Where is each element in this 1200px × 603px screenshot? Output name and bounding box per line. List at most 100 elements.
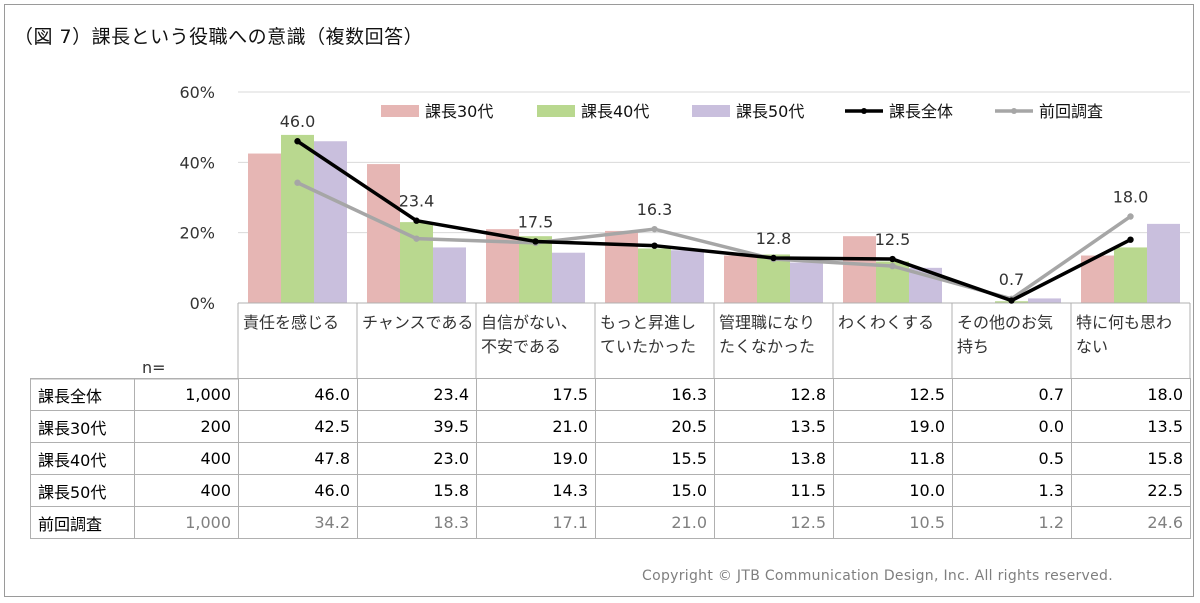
row-header: 課長50代 [30,474,135,507]
category-label: たくなかった [719,337,815,356]
table-row: 前回調査 1,000 34.2 18.3 17.1 21.0 12.5 10.5 1.2 24.6 [30,506,1191,539]
category-label: 責任を感じる [243,313,339,332]
value-cell: 14.3 [476,474,596,507]
value-cell: 0.7 [952,378,1072,411]
category-label: 特に何も思わ [1076,313,1172,332]
data-table-body: 課長全体 1,000 46.0 23.4 17.5 16.3 12.8 12.5 0.7 18.0… [30,378,1191,539]
chart-area: 0% 20% 40% 60% 責任を感じる チャンスである 自信がない、不安である もっと昇進… [30,83,1191,380]
category-label: わくわくする [838,313,934,332]
row-header: 課長全体 [30,378,135,411]
value-cell: 21.0 [476,410,596,443]
value-cell: 34.2 [238,506,358,539]
value-cell: 17.1 [476,506,596,539]
legend-label: 課長40代 [581,102,649,121]
data-label: 23.4 [399,192,435,211]
point-前回調査 [889,262,896,270]
category-label: 自信がない、 [481,313,577,332]
value-cell: 46.0 [238,378,358,411]
value-cell: 21.0 [595,506,715,539]
row-header: 課長30代 [30,410,135,443]
value-cell: 22.5 [1071,474,1191,507]
bar-課長30代 [248,153,281,303]
table-row: 課長40代 400 47.8 23.0 19.0 15.5 13.8 11.8 0.5 15.8 [30,442,1191,475]
bar-課長40代 [519,236,552,303]
category-label: チャンスである [362,313,473,332]
bar-課長40代 [1114,247,1147,303]
category-label: 不安である [481,337,561,356]
bar-課長50代 [314,141,347,303]
n-cell: 200 [134,410,239,443]
category-label: ない [1076,337,1108,356]
y-tick-label: 0% [190,294,215,313]
value-cell: 15.0 [595,474,715,507]
value-cell: 15.8 [357,474,477,507]
value-cell: 13.5 [714,410,834,443]
value-cell: 0.5 [952,442,1072,475]
value-cell: 39.5 [357,410,477,443]
n-cell: 1,000 [134,506,239,539]
point-課長全体 [770,254,777,262]
value-cell: 42.5 [238,410,358,443]
value-cell: 23.0 [357,442,477,475]
line-課長全体 [296,139,1132,303]
point-前回調査 [294,179,301,186]
value-cell: 11.8 [833,442,953,475]
legend-label: 課長50代 [736,102,804,121]
point-前回調査 [651,225,658,233]
value-cell: 16.3 [595,378,715,411]
bar-課長30代 [605,230,638,303]
category-label: その他のお気 [957,313,1053,332]
y-tick-label: 60% [179,83,215,102]
value-cell: 47.8 [238,442,358,475]
legend-swatch [692,105,730,117]
value-cell: 18.0 [1071,378,1191,411]
n-cell: 1,000 [134,378,239,411]
bar-課長50代 [790,262,823,303]
bar-課長50代 [1147,223,1180,303]
value-cell: 12.5 [833,378,953,411]
point-課長全体 [532,238,539,245]
legend-label: 課長全体 [889,102,953,121]
bar-課長30代 [724,255,757,303]
bar-課長50代 [552,252,585,303]
value-cell: 46.0 [238,474,358,507]
value-cell: 24.6 [1071,506,1191,539]
n-cell: 400 [134,474,239,507]
table-row: 課長全体 1,000 46.0 23.4 17.5 16.3 12.8 12.5 0.7 18.0 [30,378,1191,411]
point-課長全体 [651,242,658,249]
legend-swatch [381,105,419,117]
category-label: ていたかった [600,337,696,356]
bar-課長30代 [843,236,876,303]
legend-label: 前回調査 [1039,102,1103,121]
y-tick-label: 40% [179,153,215,172]
legend-marker [861,108,867,114]
value-cell: 23.4 [357,378,477,411]
legend-label: 課長30代 [425,102,493,121]
value-cell: 19.0 [476,442,596,475]
y-tick-label: 20% [179,224,215,243]
table-row: 課長50代 400 46.0 15.8 14.3 15.0 11.5 10.0 1.3 22.5 [30,474,1191,507]
value-cell: 17.5 [476,378,596,411]
value-cell: 11.5 [714,474,834,507]
legend-marker [1011,108,1017,114]
point-課長全体 [294,138,301,145]
value-cell: 0.0 [952,410,1072,443]
row-header: 課長40代 [30,442,135,475]
category-label: 持ち [957,337,989,356]
value-cell: 1.2 [952,506,1072,539]
value-cell: 20.5 [595,410,715,443]
point-前回調査 [413,235,420,242]
point-課長全体 [1008,297,1015,304]
value-cell: 12.8 [714,378,834,411]
value-cell: 1.3 [952,474,1072,507]
data-label: 17.5 [518,212,554,231]
category-label: 管理職になり [719,313,815,332]
table-row: 課長30代 200 42.5 39.5 21.0 20.5 13.5 19.0 0.0 13.5 [30,410,1191,443]
data-label: 12.5 [875,230,911,249]
point-課長全体 [1127,236,1134,243]
data-label: 18.0 [1113,187,1149,206]
copyright-notice: Copyright © JTB Communication Design, In… [642,568,1113,584]
bar-課長30代 [367,164,400,303]
bar-課長40代 [281,134,314,303]
value-cell: 13.5 [1071,410,1191,443]
